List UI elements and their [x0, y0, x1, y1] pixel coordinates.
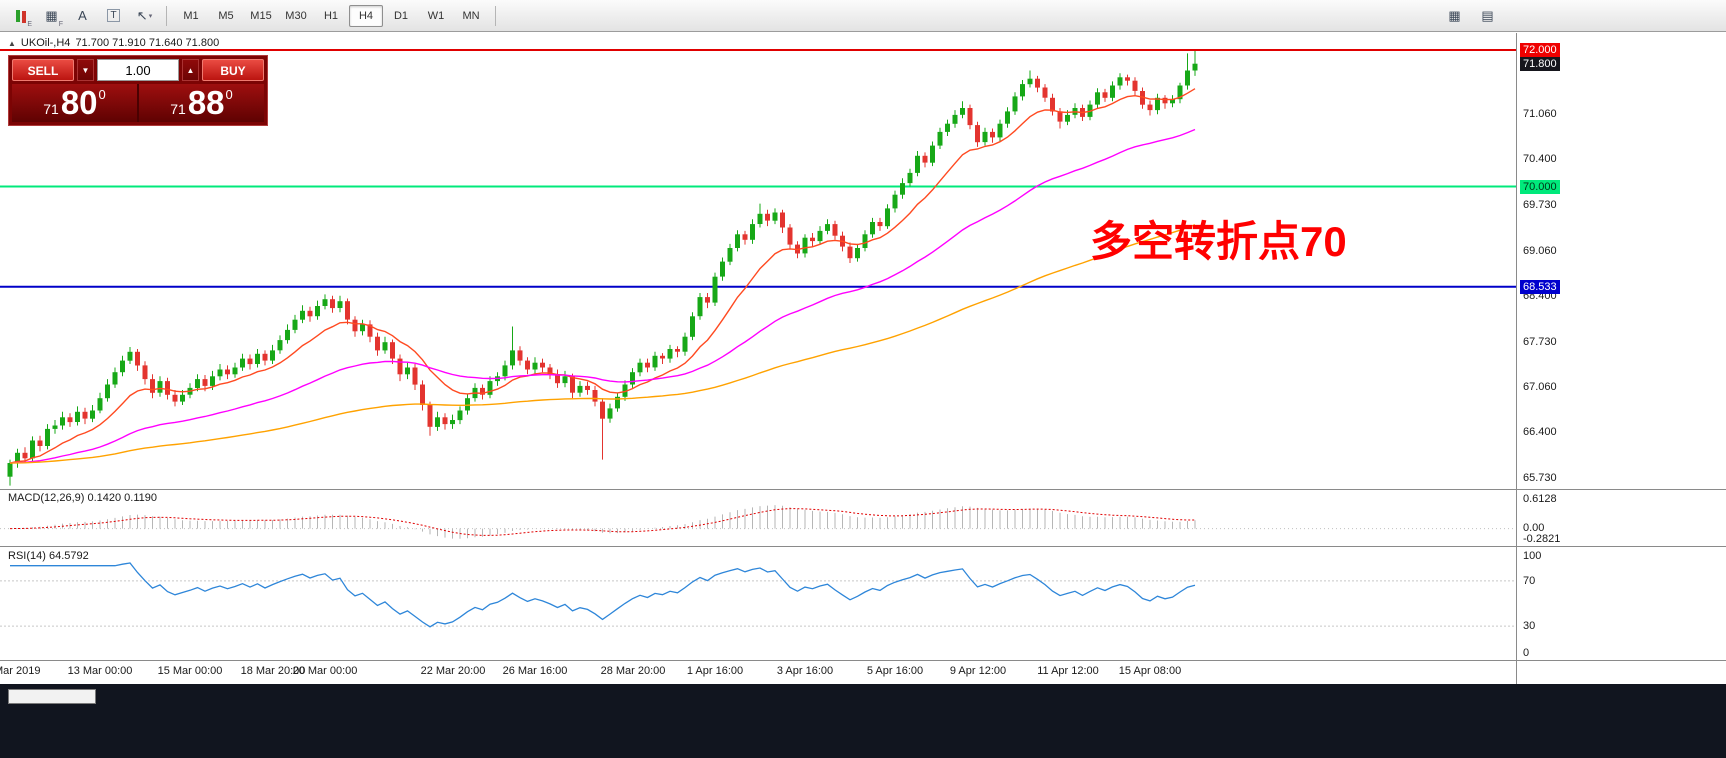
chevron-down-icon: ▾ [148, 12, 153, 20]
indicator-grid-icon-glyph: ▦ [45, 7, 58, 23]
sell-price-big: 80 [60, 84, 98, 121]
price-axis-label: 68.533 [1520, 280, 1560, 294]
rsi-axis-label: 30 [1523, 620, 1536, 632]
pane-splitter[interactable] [0, 489, 1726, 490]
time-axis-label: 20 Mar 00:00 [292, 665, 358, 677]
price-axis-label: 69.730 [1523, 199, 1557, 211]
text-label-icon[interactable]: A [68, 3, 97, 29]
buy-price-big: 88 [187, 84, 225, 121]
sell-price-prefix: 71 [43, 101, 59, 117]
candles-glyph [15, 9, 20, 22]
timeframe-m1[interactable]: M1 [183, 9, 199, 22]
price-axis-border [1516, 33, 1517, 684]
price-axis-label: 67.060 [1523, 381, 1557, 393]
text-box-icon-glyph: T [107, 9, 120, 22]
toolbar-separator [495, 5, 496, 26]
taskbar-item[interactable] [8, 689, 96, 704]
icon-subscript: E [27, 20, 32, 28]
time-axis-label: 11 Mar 2019 [0, 665, 41, 677]
rsi-label: RSI(14) 64.5792 [8, 550, 89, 562]
pane-splitter[interactable] [0, 546, 1726, 547]
text-label-icon-glyph: A [78, 8, 87, 23]
macd-label: MACD(12,26,9) 0.1420 0.1190 [8, 492, 157, 504]
timeframe-m5[interactable]: M5 [218, 9, 234, 22]
buy-button[interactable]: BUY [202, 59, 264, 81]
timeframe-m15[interactable]: M15 [250, 9, 272, 22]
pointer-tool-icon[interactable]: ↖ ▾ [130, 3, 159, 29]
time-axis-label: 13 Mar 00:00 [67, 665, 133, 677]
ohlc-values: 71.700 71.910 71.640 71.800 [75, 37, 220, 49]
one-click-trade-panel: SELL ▼ ▲ BUY 71 80 0 71 88 0 [8, 55, 268, 126]
price-axis-label: 70.000 [1520, 180, 1560, 194]
time-axis-label: 26 Mar 16:00 [502, 665, 568, 677]
timeframe-d1[interactable]: D1 [393, 9, 409, 22]
time-axis-label: 15 Mar 00:00 [157, 665, 223, 677]
sell-price-sup: 0 [98, 87, 106, 102]
price-axis-label: 67.730 [1523, 336, 1557, 348]
price-axis-label: 65.730 [1523, 472, 1557, 484]
time-axis-label: 1 Apr 16:00 [686, 665, 744, 677]
price-axis-label: 66.400 [1523, 426, 1557, 438]
indicator-grid-icon[interactable]: ▦ F [37, 3, 66, 29]
price-axis-label: 71.060 [1523, 108, 1557, 120]
pane-splitter [0, 660, 1726, 661]
rsi-axis-label: 70 [1523, 575, 1536, 587]
timeframe-m30[interactable]: M30 [285, 9, 307, 22]
chart-annotation: 多空转折点70 [1090, 218, 1347, 265]
macd-pane[interactable] [0, 490, 1516, 546]
timeframe-w1[interactable]: W1 [427, 9, 445, 22]
icon-subscript: F [58, 20, 63, 28]
price-chart[interactable] [0, 33, 1516, 489]
volume-increase-button[interactable]: ▲ [182, 59, 199, 81]
status-bar [0, 684, 1726, 758]
time-axis-label: 15 Apr 08:00 [1118, 665, 1182, 677]
timeframe-buttons: M1 M5 M15 M30 H1 H4 D1 W1 MN [174, 4, 488, 27]
macd-axis-label: -0.2821 [1523, 533, 1561, 545]
text-box-icon[interactable]: T [99, 3, 128, 29]
rsi-axis-label: 0 [1523, 647, 1530, 659]
time-axis-label: 9 Apr 12:00 [949, 665, 1007, 677]
timeframe-mn[interactable]: MN [462, 9, 480, 22]
macd-axis-label: 0.6128 [1523, 493, 1557, 505]
sell-price[interactable]: 71 80 0 [12, 84, 139, 122]
toolbar-separator [166, 5, 167, 26]
symbol-period-label: UKOil-,H4 [20, 37, 71, 49]
toolbar-right-icons: ▦ ▤ [1440, 3, 1502, 29]
price-axis-label: 70.400 [1523, 153, 1557, 165]
sell-button[interactable]: SELL [12, 59, 74, 81]
toolbar: E ▦ F A T ↖ ▾ M1 M5 M15 M30 H1 H4 D1 W1 MN ▦ ▤ [0, 0, 1726, 32]
rsi-axis-label: 100 [1523, 550, 1542, 562]
chart-list-icon[interactable]: ▤ [1481, 7, 1494, 23]
chart-header: ▲ UKOil-,H4 71.700 71.910 71.640 71.800 [8, 37, 219, 49]
time-axis-label: 11 Apr 12:00 [1037, 665, 1099, 677]
volume-input[interactable] [97, 59, 179, 81]
timeframe-h1[interactable]: H1 [323, 9, 339, 22]
price-axis-label: 72.000 [1520, 43, 1560, 57]
buy-price-sup: 0 [225, 87, 233, 102]
time-axis-label: 3 Apr 16:00 [776, 665, 834, 677]
timeframe-h4[interactable]: H4 [349, 4, 383, 27]
candlestick-chart-icon[interactable]: E [6, 3, 35, 29]
price-axis-label: 71.800 [1520, 57, 1560, 71]
rsi-pane[interactable] [0, 547, 1516, 660]
grid-toggle-icon[interactable]: ▦ [1448, 7, 1461, 23]
volume-decrease-button[interactable]: ▼ [77, 59, 94, 81]
time-axis-label: 28 Mar 20:00 [600, 665, 666, 677]
pointer-tool-icon-glyph: ↖ [136, 7, 148, 23]
price-axis-label: 69.060 [1523, 245, 1557, 257]
collapse-triangle-icon[interactable]: ▲ [8, 38, 16, 48]
toolbar-left-icons: E ▦ F A T ↖ ▾ [6, 3, 159, 29]
time-axis-label: 5 Apr 16:00 [866, 665, 924, 677]
buy-price[interactable]: 71 88 0 [139, 84, 264, 122]
time-axis-label: 18 Mar 20:00 [240, 665, 306, 677]
buy-price-prefix: 71 [170, 101, 186, 117]
macd-axis-label: 0.00 [1523, 522, 1545, 534]
time-axis-label: 22 Mar 20:00 [420, 665, 486, 677]
